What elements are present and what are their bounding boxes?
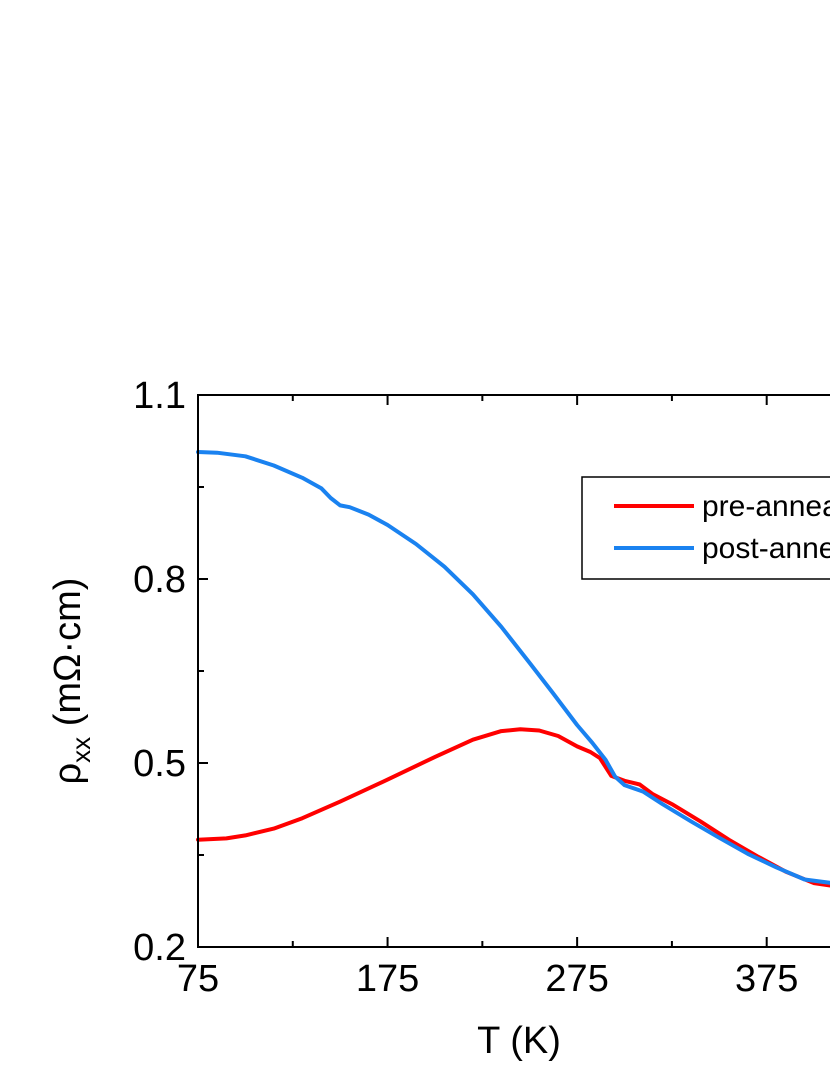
legend-label: pre-annealed [702, 490, 830, 523]
plot-frame [197, 394, 830, 948]
series-layer [196, 450, 830, 888]
x-tick-label: 175 [356, 958, 419, 1000]
y-axis-subscript: xx [66, 737, 96, 763]
y-tick-label: 1.1 [133, 375, 186, 417]
y-axis-symbol: ρ [47, 763, 89, 785]
y-tick-label: 0.2 [133, 927, 186, 969]
x-axis-title: T (K) [477, 1020, 561, 1062]
series-line-0 [196, 727, 830, 888]
y-tick-label: 0.5 [133, 743, 186, 785]
x-tick-label: 375 [735, 958, 798, 1000]
series-line-1 [196, 450, 830, 885]
y-tick-label: 0.8 [133, 559, 186, 601]
x-tick-label: 75 [177, 958, 219, 1000]
legend: pre-annealed post-annealed [581, 476, 830, 580]
y-axis-title: ρxx (mΩ·cm) [47, 578, 96, 785]
x-tick-label: 275 [545, 958, 608, 1000]
tick-labels: 75 175 275 375 0.2 0.5 0.8 1.1 [133, 375, 798, 1000]
y-axis-unit: (mΩ·cm) [47, 578, 89, 737]
legend-label: post-annealed [702, 532, 830, 565]
legend-box [581, 476, 830, 580]
